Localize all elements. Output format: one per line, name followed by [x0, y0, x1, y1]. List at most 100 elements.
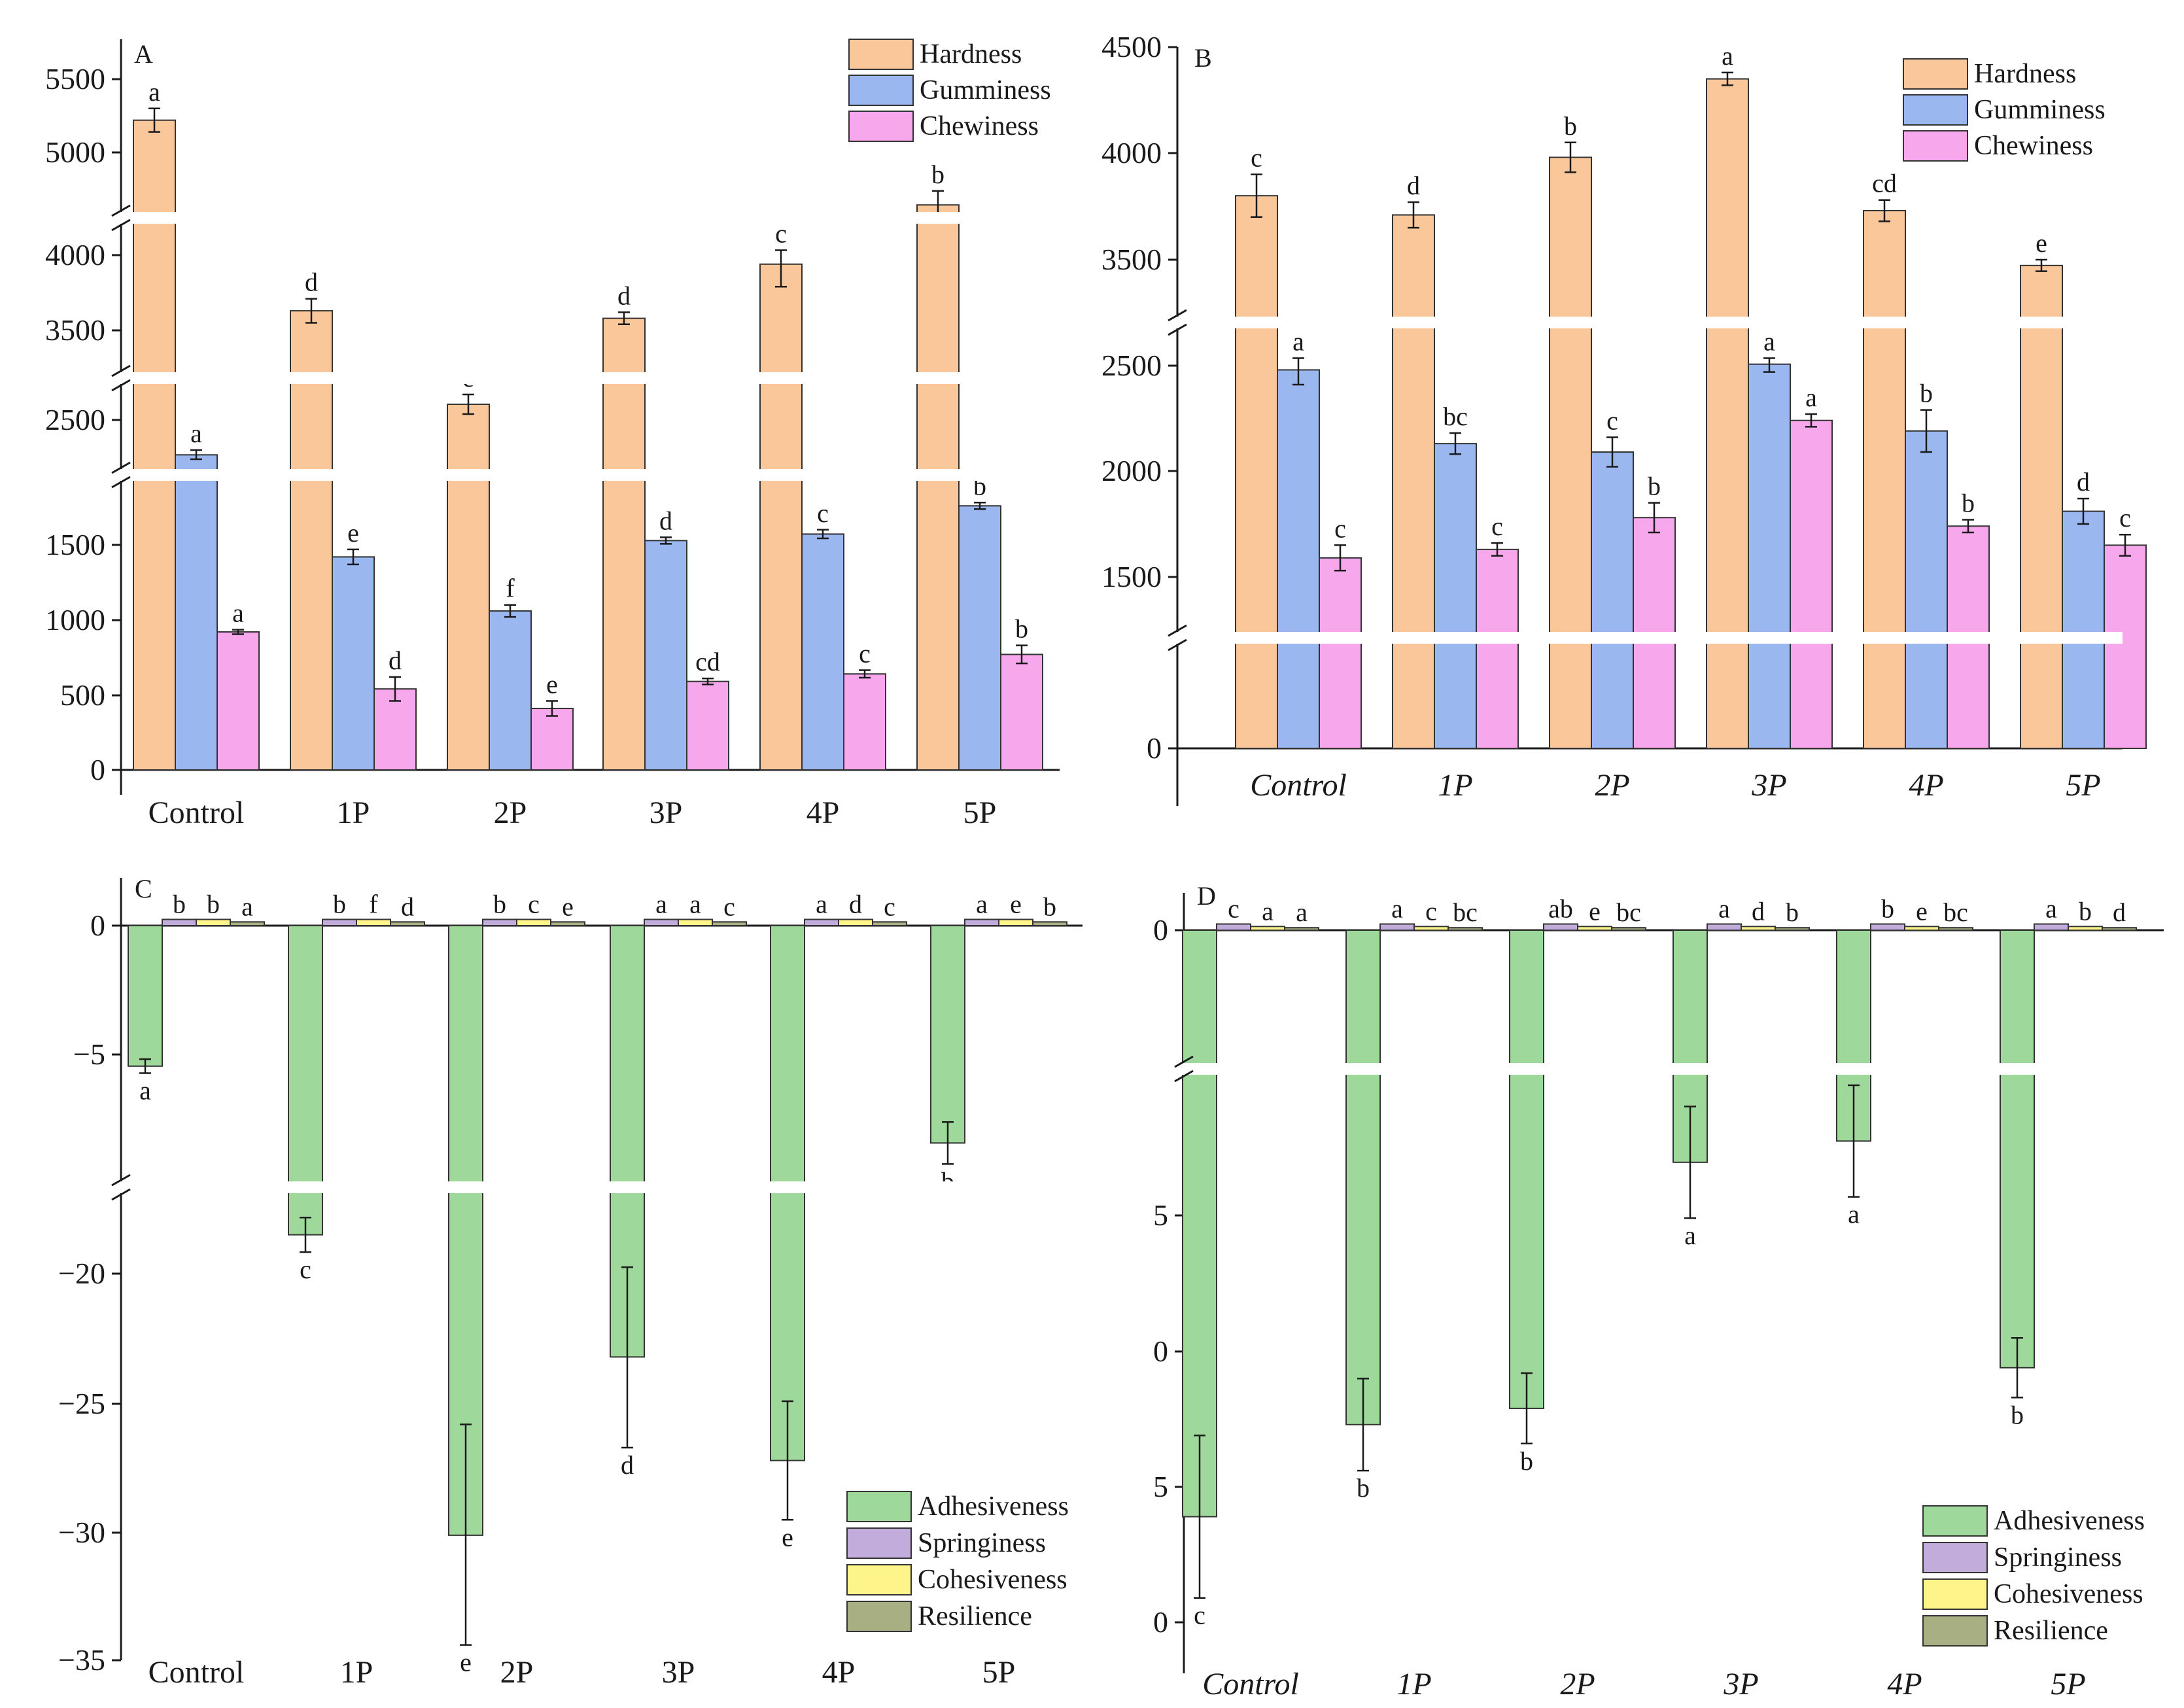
bar-resilience-4p [1938, 927, 1973, 931]
bar-gumminess-control [1277, 369, 1320, 749]
bar-hardness-control [133, 119, 176, 771]
axis-break-gap [1173, 632, 1181, 644]
y-tick-label: 5500 [45, 62, 105, 96]
significance-letter: a [1722, 41, 1733, 71]
significance-letter: a [148, 77, 160, 107]
bar-resilience-4p [872, 921, 907, 927]
significance-letter: a [1262, 896, 1274, 926]
legend-swatch-cohesiveness [1922, 1578, 1988, 1610]
axis-break-gap [117, 469, 125, 481]
significance-letter: c [1425, 896, 1437, 926]
significance-letter: a [1292, 327, 1304, 357]
bar-resilience-2p [1611, 927, 1646, 931]
bar-resilience-3p [712, 921, 747, 927]
x-category-label: 1P [340, 1655, 373, 1690]
significance-letter: c [528, 890, 540, 919]
bar-resilience-1p [390, 921, 425, 927]
bar-springiness-4p [1870, 923, 1905, 931]
x-category-label: 4P [806, 795, 840, 830]
significance-letter: a [689, 890, 701, 919]
significance-letter: a [2045, 894, 2057, 924]
significance-letter: b [333, 890, 346, 919]
significance-letter: e [546, 670, 558, 699]
bar-hardness-2p [1549, 156, 1592, 749]
bar-chewiness-4p [843, 673, 886, 771]
bar-chewiness-1p [1476, 548, 1519, 749]
axis-break-band [124, 372, 1060, 384]
y-tick-label: 1000 [45, 603, 105, 636]
bar-resilience-1p [1447, 927, 1483, 931]
legend-swatch-adhesiveness [1922, 1505, 1988, 1537]
x-category-label: 3P [662, 1655, 695, 1690]
significance-letter: bc [1943, 898, 1968, 927]
significance-letter: b [2079, 896, 2092, 926]
y-tick-label: 500 [60, 678, 105, 712]
y-tick-label: 1500 [1101, 560, 1162, 593]
significance-letter: d [1407, 171, 1420, 200]
bar-gumminess-3p [1748, 363, 1791, 749]
significance-letter: c [723, 892, 735, 921]
bar-gumminess-2p [1591, 451, 1634, 750]
significance-letter: c [2119, 503, 2131, 532]
bar-springiness-4p [804, 918, 839, 926]
significance-letter: e [347, 518, 359, 548]
bar-gumminess-2p [489, 610, 532, 771]
significance-letter: d [849, 890, 862, 919]
bar-adhesiveness-5p [930, 925, 965, 1144]
bar-cohesiveness-control [1250, 926, 1285, 932]
bar-chewiness-3p [686, 680, 729, 771]
significance-letter: b [1648, 472, 1661, 501]
y-tick-label: 0 [1153, 1334, 1168, 1368]
bar-adhesiveness-1p [1345, 930, 1381, 1425]
legend-label-resilience: Resilience [1994, 1616, 2108, 1646]
significance-letter: c [775, 219, 787, 249]
axis-break-gap [117, 1181, 125, 1193]
legend-swatch-gumminess [1903, 94, 1968, 126]
legend-label-chewiness: Chewiness [1974, 131, 2093, 161]
significance-letter: e [460, 1648, 472, 1677]
significance-letter: b [207, 890, 220, 919]
x-category-label: 2P [1560, 1667, 1595, 1701]
y-tick-label: −30 [58, 1516, 105, 1549]
y-tick-label: 0 [1153, 913, 1168, 947]
y-tick-label: 4000 [45, 238, 105, 271]
axis-break-gap [117, 212, 125, 224]
significance-letter: c [1194, 1601, 1205, 1630]
significance-letter: a [1763, 327, 1775, 357]
x-category-label: Control [148, 795, 245, 830]
bar-gumminess-5p [958, 505, 1001, 771]
bar-springiness-1p [322, 918, 357, 926]
y-tick-label: 3500 [45, 313, 105, 347]
x-category-label: 3P [650, 795, 683, 830]
legend-swatch-hardness [1903, 58, 1968, 90]
x-category-label: 4P [1887, 1667, 1922, 1701]
y-tick-label: −25 [58, 1387, 105, 1420]
bar-cohesiveness-3p [678, 918, 713, 926]
significance-letter: cd [1872, 169, 1897, 198]
y-tick-label: 4500 [1101, 30, 1162, 63]
x-category-label: 2P [494, 795, 527, 830]
significance-letter: a [232, 599, 244, 628]
bar-gumminess-4p [801, 533, 844, 771]
bar-resilience-5p [1032, 921, 1067, 927]
significance-letter: d [617, 281, 631, 310]
significance-letter: b [1564, 111, 1577, 141]
legend-swatch-hardness [848, 39, 914, 70]
panel-B: B0150020002500350040004500cacControldbcc… [1101, 30, 2147, 806]
bar-hardness-5p [916, 204, 960, 771]
bar-cohesiveness-1p [1413, 926, 1449, 932]
x-category-label: 5P [2051, 1667, 2085, 1701]
significance-letter: bc [1453, 898, 1478, 927]
y-tick-label: 5 [1153, 1198, 1168, 1232]
legend-swatch-springiness [846, 1527, 912, 1559]
axis-break-band [124, 469, 1060, 481]
bar-gumminess-1p [1434, 443, 1477, 749]
axis-break-mark [111, 1174, 131, 1187]
axis-break-gap [1173, 317, 1181, 328]
x-category-label: Control [148, 1655, 245, 1690]
significance-letter: cd [695, 647, 720, 676]
bar-chewiness-5p [2104, 544, 2147, 750]
bar-resilience-2p [550, 921, 585, 927]
